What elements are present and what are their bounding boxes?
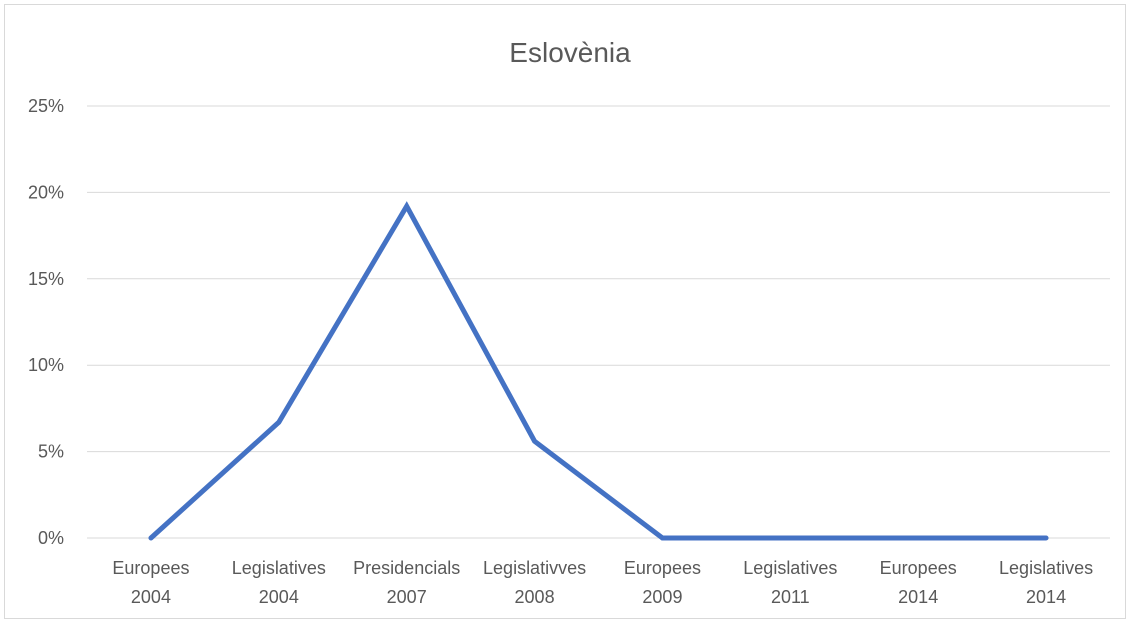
y-tick-label: 5% — [38, 442, 64, 462]
gridlines — [87, 105, 1110, 539]
x-tick-label: Legislatives 2004 — [232, 558, 326, 607]
x-axis-tick-labels: Europees 2004 Legislatives 2004 Presidencial… — [112, 558, 1093, 607]
x-tick-label: Legislatives 2014 — [999, 558, 1093, 607]
x-tick-label: Legislatives 2011 — [743, 558, 837, 607]
x-tick-label: Europees 2014 — [880, 558, 957, 607]
x-tick-label: Legislativves 2008 — [483, 558, 586, 607]
y-tick-label: 10% — [28, 355, 64, 375]
y-axis-tick-labels: 0% 5% 10% 15% 20% 25% — [28, 96, 64, 548]
chart-title: Eslovènia — [509, 37, 631, 68]
y-tick-label: 0% — [38, 528, 64, 548]
y-tick-label: 15% — [28, 269, 64, 289]
x-tick-label: Europees 2004 — [112, 558, 189, 607]
y-tick-label: 25% — [28, 96, 64, 116]
series-line — [148, 201, 1049, 541]
x-tick-label: Europees 2009 — [624, 558, 701, 607]
series-layer — [148, 201, 1049, 541]
y-tick-label: 20% — [28, 182, 64, 202]
x-tick-label: Presidencials 2007 — [353, 558, 460, 607]
